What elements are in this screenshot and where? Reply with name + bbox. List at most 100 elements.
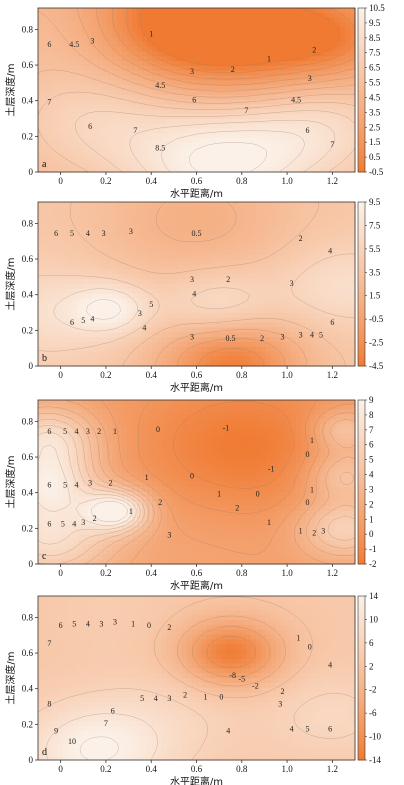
heatmap-cell: [38, 216, 44, 222]
heatmap-cell: [310, 109, 316, 115]
heatmap-cell: [340, 312, 346, 319]
heatmap-cell: [161, 303, 168, 309]
heatmap-cell: [211, 32, 217, 38]
heatmap-cell: [340, 221, 346, 227]
heatmap-cell: [211, 128, 217, 135]
heatmap-cell: [42, 520, 49, 527]
heatmap-cell: [97, 284, 103, 290]
heatmap-cell: [280, 230, 287, 237]
heatmap-cell: [186, 308, 193, 314]
heatmap-cell: [52, 114, 59, 120]
heatmap-cell: [181, 322, 188, 329]
heatmap-cell: [67, 206, 74, 213]
heatmap-cell: [216, 32, 222, 38]
heatmap-cell: [47, 341, 54, 348]
heatmap-cell: [290, 202, 297, 208]
heatmap-cell: [87, 308, 94, 314]
heatmap-cell: [72, 202, 79, 208]
heatmap-cell: [201, 147, 207, 154]
heatmap-cell: [201, 202, 207, 208]
heatmap-cell: [92, 337, 99, 343]
heatmap-cell: [107, 36, 113, 43]
heatmap-cell: [72, 80, 79, 86]
heatmap-cell: [211, 221, 217, 227]
heatmap-cell: [231, 46, 237, 53]
heatmap-cell: [280, 322, 287, 329]
heatmap-cell: [127, 133, 133, 139]
heatmap-cell: [142, 216, 148, 222]
heatmap-cell: [47, 245, 54, 251]
heatmap-cell: [52, 51, 59, 57]
heatmap-cell: [42, 240, 49, 247]
heatmap-cell: [38, 123, 44, 130]
heatmap-cell: [92, 400, 99, 406]
heatmap-cell: [221, 274, 227, 280]
heatmap-cell: [132, 162, 138, 168]
heatmap-cell: [231, 341, 237, 348]
heatmap-cell: [320, 36, 326, 43]
heatmap-cell: [82, 491, 89, 498]
colorbar-tick-label: 7.5: [369, 220, 381, 230]
heatmap-cell: [325, 104, 331, 110]
heatmap-cell: [102, 128, 108, 135]
heatmap-cell: [102, 245, 108, 251]
heatmap-cell: [191, 128, 198, 135]
heatmap-cell: [315, 346, 321, 353]
heatmap-cell: [201, 27, 207, 33]
heatmap-cell: [320, 41, 326, 48]
heatmap-cell: [345, 17, 351, 24]
heatmap-cell: [156, 211, 163, 218]
heatmap-cell: [38, 133, 44, 139]
heatmap-cell: [97, 162, 103, 168]
heatmap-cell: [107, 351, 113, 357]
contour-label: 7: [133, 126, 137, 135]
heatmap-cell: [47, 138, 54, 144]
heatmap-cell: [72, 419, 79, 425]
heatmap-cell: [216, 250, 222, 256]
heatmap-cell: [221, 51, 227, 57]
heatmap-cell: [97, 41, 103, 48]
heatmap-cell: [127, 202, 133, 208]
heatmap-cell: [77, 167, 84, 173]
heatmap-cell: [107, 118, 113, 125]
heatmap-cell: [206, 202, 212, 208]
heatmap-cell: [92, 70, 99, 77]
heatmap-cell: [112, 147, 118, 154]
heatmap-cell: [270, 36, 277, 43]
heatmap-cell: [122, 269, 128, 275]
heatmap-cell: [67, 539, 74, 546]
heatmap-cell: [186, 118, 193, 125]
heatmap-cell: [330, 279, 336, 285]
heatmap-cell: [181, 65, 188, 72]
heatmap-cell: [280, 152, 287, 159]
heatmap-cell: [38, 80, 44, 86]
heatmap-cell: [325, 90, 331, 96]
heatmap-cell: [97, 133, 103, 139]
heatmap-cell: [127, 17, 133, 24]
heatmap-cell: [186, 138, 193, 144]
heatmap-cell: [38, 147, 44, 154]
heatmap-cell: [305, 288, 312, 295]
colorbar-swatch: [358, 94, 365, 99]
heatmap-cell: [260, 230, 267, 237]
colorbar-swatch: [358, 210, 365, 215]
heatmap-cell: [216, 230, 222, 237]
heatmap-cell: [350, 298, 356, 304]
heatmap-cell: [221, 12, 227, 19]
heatmap-cell: [340, 167, 346, 173]
heatmap-cell: [132, 123, 138, 130]
heatmap-cell: [330, 51, 336, 57]
heatmap-cell: [345, 308, 351, 314]
heatmap-cell: [340, 94, 346, 101]
heatmap-cell: [295, 85, 302, 91]
heatmap-cell: [57, 235, 64, 242]
heatmap-cell: [62, 226, 69, 232]
heatmap-cell: [181, 36, 188, 43]
heatmap-cell: [211, 147, 217, 154]
heatmap-cell: [295, 94, 302, 101]
heatmap-cell: [57, 90, 64, 96]
heatmap-cell: [92, 293, 99, 300]
heatmap-cell: [181, 240, 188, 247]
heatmap-cell: [171, 157, 178, 163]
heatmap-cell: [290, 259, 297, 266]
